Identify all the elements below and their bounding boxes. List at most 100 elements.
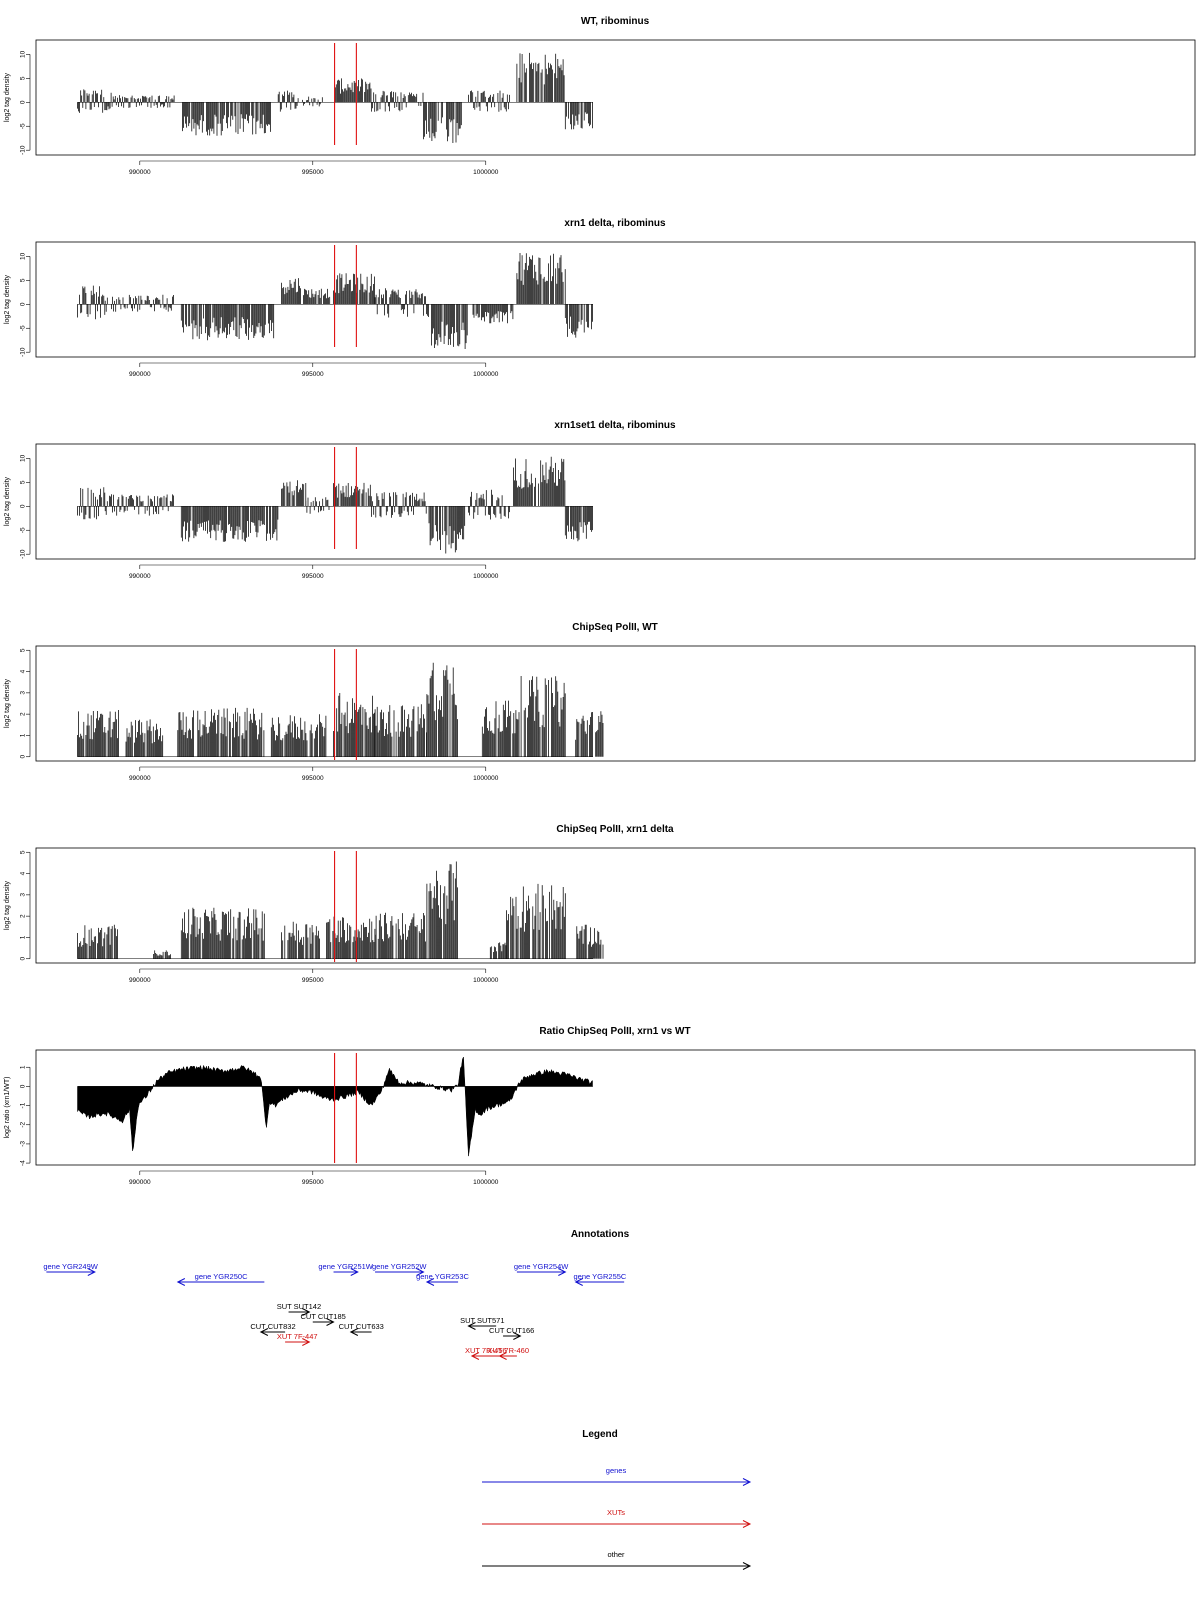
y-tick-label: 1 (20, 935, 27, 939)
y-tick-label: 4 (20, 871, 27, 875)
x-tick-label: 1000000 (473, 977, 499, 984)
track-panel-5: ChipSeq PolII, xrn1 delta 0 1 2 3 4 5 log2 tag … (4, 824, 1196, 984)
plot-frame (35, 645, 1196, 762)
plot-frame (35, 1049, 1196, 1166)
legend-title: Legend (582, 1429, 618, 1440)
track-panel-6: Ratio ChipSeq PolII, xrn1 vs WT -4 -3 -2 -1 0… (4, 1026, 1196, 1186)
legend-arrow (482, 1562, 752, 1570)
y-tick-label: -10 (20, 145, 27, 155)
y-tick-label: -5 (20, 325, 27, 331)
signal-bars (77, 52, 593, 143)
signal-bars (77, 456, 593, 554)
plot-frame (35, 443, 1196, 560)
annotation-label: gene YGR251W (318, 1262, 373, 1271)
track-title: xrn1 delta, ribominus (564, 218, 666, 229)
legend-arrow (482, 1520, 752, 1528)
annotation-label: gene YGR249W (43, 1262, 98, 1271)
track-title: ChipSeq PolII, WT (572, 622, 658, 633)
legend-arrow (482, 1478, 752, 1486)
y-tick-label: 0 (20, 100, 27, 104)
annotation-arrow (176, 1278, 265, 1286)
track-panel-4: ChipSeq PolII, WT 0 1 2 3 4 5 log2 tag density 9… (4, 622, 1196, 782)
y-tick-label: 1 (20, 733, 27, 737)
annotation-label: SUT SUT571 (460, 1316, 504, 1325)
annotation-arrow (467, 1322, 497, 1330)
y-tick-label: -4 (20, 1160, 27, 1166)
annotation-arrow (285, 1338, 311, 1346)
y-tick-label: -5 (20, 527, 27, 533)
annotation-label: CUT CUT633 (339, 1322, 384, 1331)
annotation-arrow (470, 1352, 500, 1360)
x-tick-label: 995000 (302, 775, 324, 782)
y-tick-label: 2 (20, 914, 27, 918)
y-axis-label: log2 ratio (xrn1/WT) (4, 1077, 11, 1139)
legend-panel: Legend genes XUTs other (482, 1429, 752, 1570)
y-tick-label: 1 (20, 1065, 27, 1069)
y-tick-label: 0 (20, 504, 27, 508)
y-tick-label: -10 (20, 347, 27, 357)
y-tick-label: 5 (20, 648, 27, 652)
y-tick-label: 0 (20, 302, 27, 306)
track-title: ChipSeq PolII, xrn1 delta (556, 824, 674, 835)
legend-label: genes (606, 1466, 627, 1475)
y-tick-label: 5 (20, 480, 27, 484)
annotation-arrow (425, 1278, 459, 1286)
y-tick-label: 5 (20, 850, 27, 854)
annotation-arrow (498, 1352, 517, 1360)
y-tick-label: -10 (20, 549, 27, 559)
annotation-arrow (503, 1332, 522, 1340)
y-axis-label: log2 tag density (4, 880, 11, 930)
y-tick-label: -1 (20, 1102, 27, 1108)
y-axis-label: log2 tag density (4, 72, 11, 122)
x-tick-label: 995000 (302, 169, 324, 176)
annotation-arrow (46, 1268, 96, 1276)
plot-frame (35, 847, 1196, 964)
y-tick-label: -5 (20, 123, 27, 129)
x-tick-label: 1000000 (473, 775, 499, 782)
track-panel-3: xrn1set1 delta, ribominus -10 -5 0 5 10 log2 t… (4, 420, 1196, 580)
x-tick-label: 990000 (129, 371, 151, 378)
annotation-label: CUT CUT166 (489, 1326, 534, 1335)
y-tick-label: 0 (20, 1084, 27, 1088)
y-tick-label: 4 (20, 669, 27, 673)
y-tick-label: 3 (20, 893, 27, 897)
annotation-label: gene YGR252W (372, 1262, 427, 1271)
annotations-panel: Annotations gene YGR249W gene YGR250C gene… (43, 1229, 630, 1360)
track-panel-2: xrn1 delta, ribominus -10 -5 0 5 10 log2 tag d… (4, 218, 1196, 378)
legend-label: XUTs (607, 1508, 625, 1517)
x-tick-label: 990000 (129, 1179, 151, 1186)
x-tick-label: 1000000 (473, 169, 499, 176)
y-tick-label: 10 (20, 50, 27, 58)
annotation-arrow (333, 1268, 359, 1276)
plot-frame (35, 39, 1196, 156)
annotation-label: gene YGR255C (574, 1272, 627, 1281)
track-title: WT, ribominus (581, 16, 650, 27)
x-tick-label: 1000000 (473, 1179, 499, 1186)
y-axis-label: log2 tag density (4, 678, 11, 728)
y-tick-label: 0 (20, 957, 27, 961)
x-tick-label: 1000000 (473, 573, 499, 580)
annotation-arrow (312, 1318, 335, 1326)
annotation-arrow (259, 1328, 286, 1336)
plot-frame (35, 241, 1196, 358)
y-tick-label: 5 (20, 278, 27, 282)
y-tick-label: 10 (20, 252, 27, 260)
y-axis-label: log2 tag density (4, 476, 11, 526)
x-tick-label: 1000000 (473, 371, 499, 378)
annotation-label: gene YGR254W (514, 1262, 569, 1271)
annotation-arrow (516, 1268, 567, 1276)
annotation-arrow (574, 1278, 625, 1286)
annotation-label: XUT 7F-447 (277, 1332, 318, 1341)
y-tick-label: 3 (20, 691, 27, 695)
y-tick-label: 10 (20, 454, 27, 462)
track-title: Ratio ChipSeq PolII, xrn1 vs WT (539, 1026, 690, 1037)
annotation-arrow (375, 1268, 425, 1276)
x-tick-label: 990000 (129, 169, 151, 176)
y-axis-label: log2 tag density (4, 274, 11, 324)
ratio-area (77, 1056, 593, 1157)
signal-bars (77, 662, 604, 757)
annotation-label: XUT 7R-456 (465, 1346, 507, 1355)
annotation-label: CUT CUT185 (301, 1312, 346, 1321)
